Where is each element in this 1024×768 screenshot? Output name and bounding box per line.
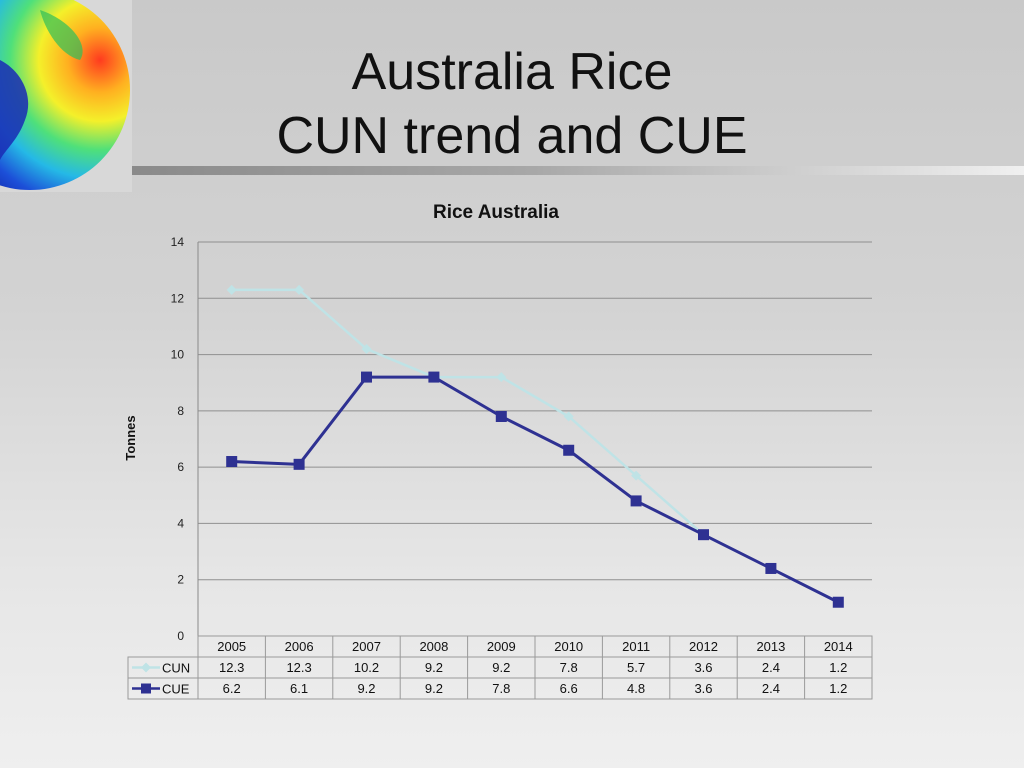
- y-tick-label: 0: [177, 629, 184, 643]
- y-tick-label: 14: [171, 235, 185, 249]
- data-point-cun: [361, 343, 372, 354]
- y-tick-label: 12: [171, 291, 185, 305]
- x-category-label: 2011: [622, 639, 650, 654]
- y-tick-label: 4: [177, 516, 184, 530]
- title-divider: [132, 166, 1024, 175]
- data-point-cun: [631, 470, 642, 481]
- x-category-label: 2010: [554, 639, 583, 654]
- table-cell: 10.2: [354, 660, 379, 675]
- slide-title: Australia Rice CUN trend and CUE: [180, 40, 844, 168]
- x-category-label: 2013: [756, 639, 785, 654]
- y-tick-label: 8: [177, 404, 184, 418]
- table-cell: 4.8: [627, 681, 645, 696]
- table-cell: 2.4: [762, 681, 780, 696]
- table-cell: 12.3: [286, 660, 311, 675]
- x-category-label: 2005: [217, 639, 246, 654]
- y-tick-label: 2: [177, 573, 184, 587]
- table-cell: 9.2: [425, 681, 443, 696]
- y-tick-label: 6: [177, 460, 184, 474]
- table-cell: 9.2: [425, 660, 443, 675]
- legend-label-cun: CUN: [162, 661, 190, 676]
- table-cell: 12.3: [219, 660, 244, 675]
- slide-title-line1: Australia Rice: [351, 43, 673, 101]
- x-category-label: 2007: [352, 639, 381, 654]
- data-point-cun: [496, 372, 507, 383]
- x-category-label: 2014: [824, 639, 853, 654]
- data-point-cue: [563, 444, 575, 456]
- data-point-cue: [698, 529, 709, 541]
- x-category-label: 2012: [689, 639, 718, 654]
- x-category-label: 2009: [487, 639, 516, 654]
- data-point-cue: [832, 596, 844, 608]
- y-tick-label: 10: [171, 348, 185, 362]
- series-line-cue: [231, 375, 839, 604]
- data-point-cue: [495, 410, 507, 422]
- globe-logo-icon: [0, 0, 132, 192]
- data-point-cue: [361, 371, 372, 383]
- table-cell: 2.4: [762, 660, 780, 675]
- table-cell: 7.8: [492, 681, 510, 696]
- y-axis-label: Tonnes: [123, 415, 138, 460]
- table-cell: 1.2: [829, 660, 847, 675]
- legend-marker-cue: [141, 683, 151, 694]
- table-cell: 1.2: [829, 681, 847, 696]
- data-point-cun: [226, 284, 237, 295]
- data-point-cun: [563, 411, 574, 422]
- table-cell: 6.1: [290, 681, 308, 696]
- table-cell: 3.6: [694, 681, 712, 696]
- table-cell: 5.7: [627, 660, 645, 675]
- data-point-cue: [765, 562, 777, 574]
- table-cell: 9.2: [357, 681, 375, 696]
- table-cell: 3.6: [694, 660, 712, 675]
- data-point-cue: [293, 458, 305, 470]
- table-cell: 6.6: [560, 681, 578, 696]
- data-point-cue: [226, 456, 238, 468]
- legend-marker-cun: [141, 662, 151, 673]
- data-point-cun: [294, 284, 305, 295]
- table-cell: 6.2: [223, 681, 241, 696]
- table-cell: 7.8: [560, 660, 578, 675]
- slide-title-line2: CUN trend and CUE: [276, 107, 748, 165]
- table-cell: 9.2: [492, 660, 510, 675]
- x-category-label: 2006: [285, 639, 314, 654]
- data-point-cue: [630, 495, 642, 507]
- x-category-label: 2008: [419, 639, 448, 654]
- chart-title: Rice Australia: [433, 202, 559, 223]
- legend-label-cue: CUE: [162, 682, 190, 697]
- data-point-cue: [428, 371, 440, 383]
